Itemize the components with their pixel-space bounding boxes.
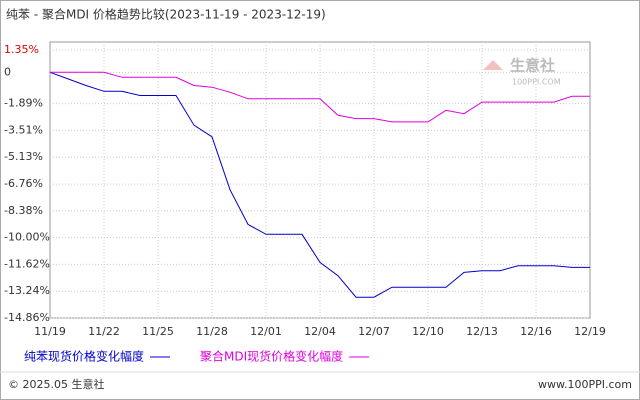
y-tick-label: -8.38%: [4, 204, 43, 217]
series-line: [49, 71, 590, 298]
x-tick-label: 12/16: [520, 325, 552, 338]
watermark: 生意社: [510, 57, 555, 75]
x-tick-label: 12/04: [304, 325, 336, 338]
y-tick-label: -10.00%: [4, 231, 50, 244]
x-tick-label: 11/22: [88, 325, 120, 338]
series-line: [50, 71, 590, 123]
x-tick-label: 12/19: [574, 325, 606, 338]
x-tick-label: 12/01: [250, 325, 282, 338]
y-tick-label: -3.51%: [4, 123, 43, 136]
y-tick-label: -13.24%: [4, 284, 50, 297]
y-tick-label: -11.62%: [4, 257, 50, 270]
legend-label: 纯苯现货价格变化幅度: [24, 349, 144, 364]
y-tick-label: -5.13%: [4, 150, 43, 163]
footer-right: www.100PPI.com: [538, 378, 632, 391]
watermark-icon: [483, 60, 503, 70]
legend-label: 聚合MDI现货价格变化幅度: [200, 349, 343, 364]
y-tick-label: -6.76%: [4, 177, 43, 190]
x-tick-label: 11/28: [196, 325, 228, 338]
y-tick-label: 1.35%: [4, 43, 39, 56]
y-tick-label: -1.89%: [4, 97, 43, 110]
x-tick-label: 12/07: [358, 325, 390, 338]
footer-left: © 2025.05 生意社: [8, 377, 104, 391]
chart-title: 纯苯 - 聚合MDI 价格趋势比较(2023-11-19 - 2023-12-1…: [6, 7, 326, 22]
y-tick-label: -14.86%: [4, 311, 50, 324]
x-tick-label: 11/19: [34, 325, 66, 338]
x-tick-label: 12/13: [466, 325, 498, 338]
x-tick-label: 12/10: [412, 325, 444, 338]
y-tick-label: 0: [4, 65, 11, 78]
x-tick-label: 11/25: [142, 325, 174, 338]
